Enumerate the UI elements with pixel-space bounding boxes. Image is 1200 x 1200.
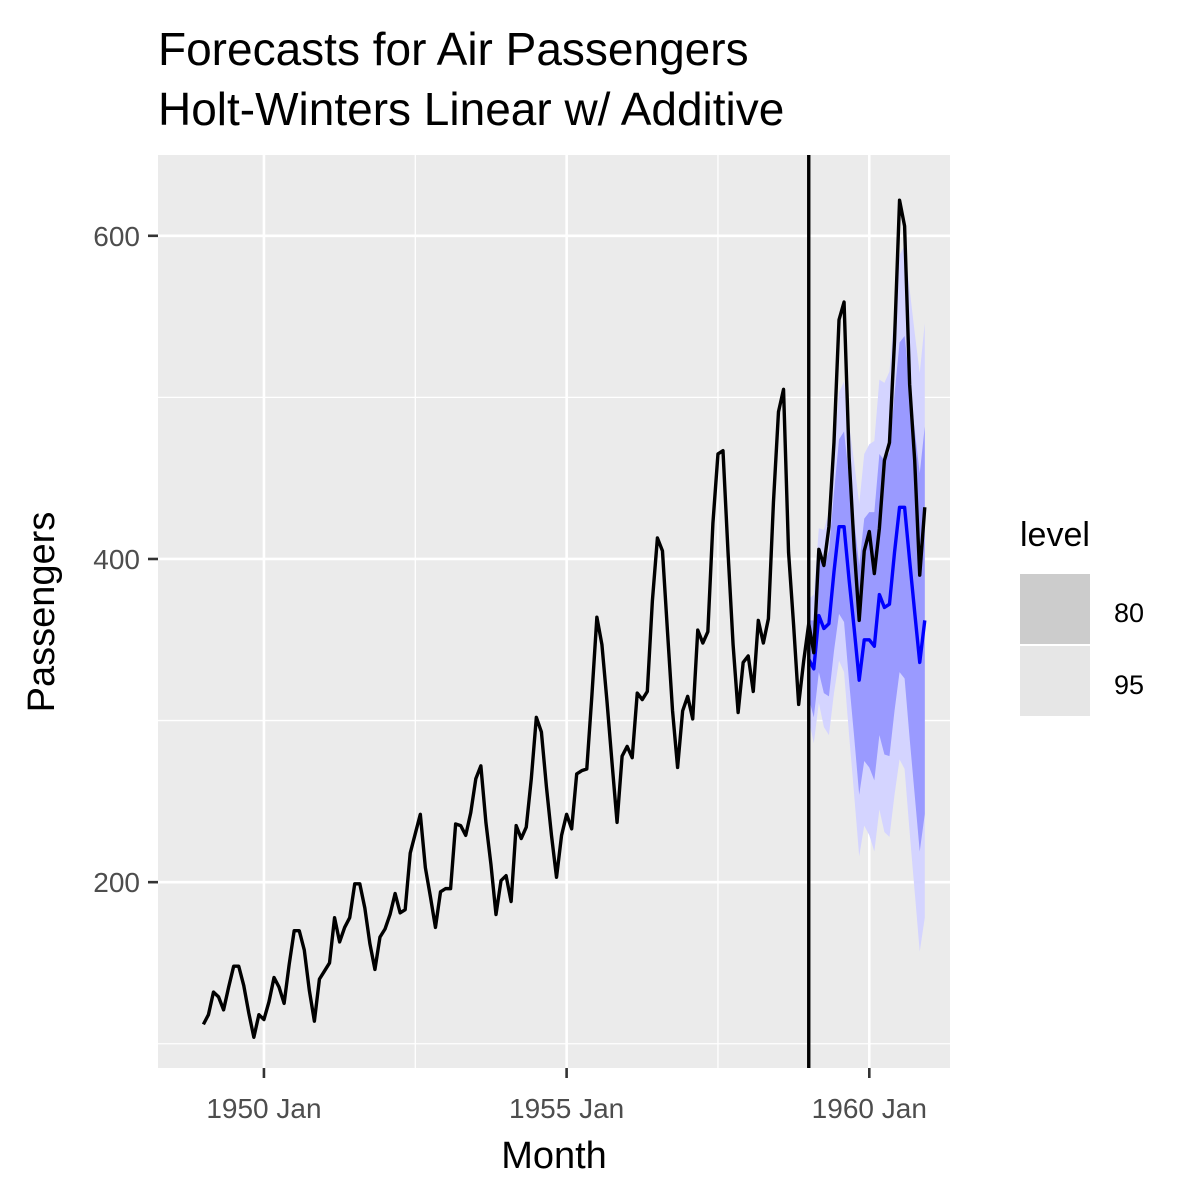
forecast-line — [807, 505, 927, 682]
actual-line — [201, 198, 927, 1040]
legend: level 80 95 — [1020, 516, 1144, 716]
axes: 200 400 600 1950 Jan 1955 Jan 1960 Jan — [93, 221, 927, 1124]
y-tick-label: 200 — [93, 867, 140, 898]
legend-key-80 — [1020, 574, 1090, 644]
legend-title: level — [1020, 516, 1090, 554]
x-tick-label: 1955 Jan — [509, 1093, 624, 1124]
y-tick-label: 400 — [93, 544, 140, 575]
y-tick-label: 600 — [93, 221, 140, 252]
prediction-intervals — [808, 245, 925, 952]
band-80 — [808, 335, 925, 852]
x-tick-label: 1950 Jan — [206, 1093, 321, 1124]
legend-label-80: 80 — [1114, 598, 1144, 628]
x-axis-title: Month — [501, 1135, 607, 1177]
legend-key-95 — [1020, 646, 1090, 716]
series-lines — [201, 155, 927, 1068]
chart-title-line-2: Holt-Winters Linear w/ Additive — [158, 83, 785, 135]
chart-title-line-1: Forecasts for Air Passengers — [158, 23, 749, 75]
y-axis-title: Passengers — [21, 512, 63, 713]
legend-label-95: 95 — [1114, 670, 1144, 700]
x-tick-label: 1960 Jan — [812, 1093, 927, 1124]
